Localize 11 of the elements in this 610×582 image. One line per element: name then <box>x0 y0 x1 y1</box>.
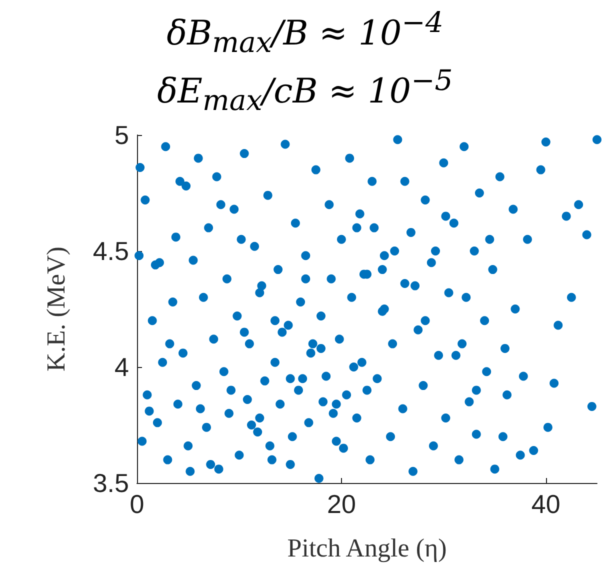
y-tick-label: 3.5 <box>92 468 129 498</box>
y-axis-title: K.E. (MeV) <box>42 246 70 372</box>
x-tick-label: 40 <box>531 489 560 519</box>
chart-subtitle: δE$_{max}$/cB ≈ 10$^{−5}$ <box>156 63 454 120</box>
y-tick-label: 4.5 <box>92 236 129 266</box>
chart-title: δB$_{max}$/B ≈ 10$^{−4}$ <box>166 5 444 62</box>
x-tick-label: 20 <box>326 489 356 519</box>
y-tick-label: 5 <box>114 120 129 150</box>
y-tick-label: 4 <box>114 352 129 382</box>
x-tick-label: 0 <box>130 489 144 519</box>
x-axis-title: Pitch Angle (η) <box>287 534 447 562</box>
